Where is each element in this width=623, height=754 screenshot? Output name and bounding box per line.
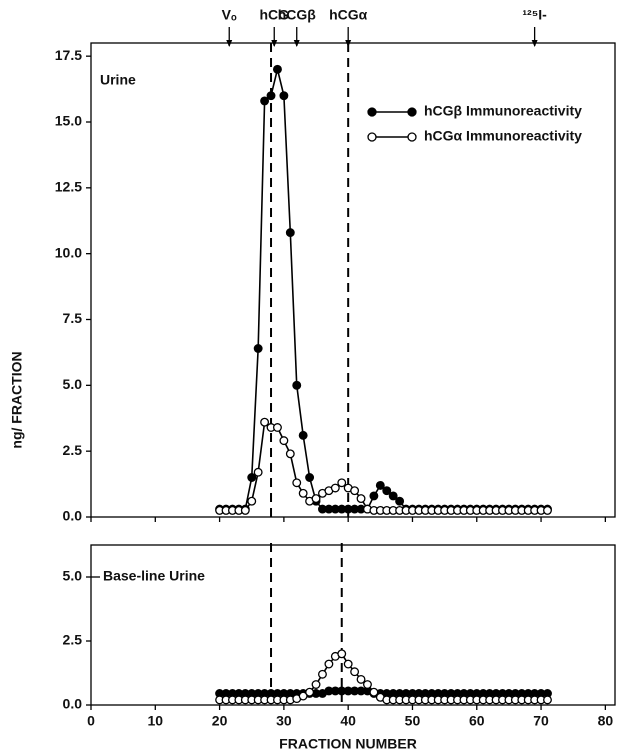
legend-label: hCGα Immunoreactivity: [424, 128, 582, 144]
data-point: [253, 467, 263, 477]
y-tick-label: 12.5: [55, 179, 82, 195]
data-point: [382, 486, 392, 496]
x-tick-label: 0: [87, 713, 95, 729]
series-line: [219, 420, 548, 512]
panel-label: Urine: [100, 72, 136, 88]
data-point: [247, 473, 257, 482]
data-point: [318, 669, 327, 679]
x-tick-label: 80: [598, 713, 614, 729]
annotation-label: hCGα: [329, 7, 368, 23]
data-point: [273, 64, 282, 74]
data-point: [260, 417, 270, 427]
data-point: [285, 228, 295, 238]
data-point: [395, 496, 405, 506]
data-point: [298, 691, 308, 701]
y-tick-label: 2.5: [63, 632, 83, 648]
x-tick-label: 30: [276, 713, 292, 729]
data-point: [260, 96, 270, 106]
legend-marker: [407, 132, 417, 142]
data-point: [543, 695, 552, 705]
plot-frame: [90, 544, 616, 706]
data-point: [285, 449, 295, 459]
y-tick-label: 0.0: [63, 508, 83, 524]
data-point: [388, 491, 398, 501]
data-point: [253, 344, 263, 353]
data-point: [343, 659, 353, 669]
data-point: [279, 91, 289, 101]
y-tick-label: 0.0: [63, 696, 83, 712]
data-point: [240, 505, 250, 515]
data-point: [363, 680, 372, 689]
data-point: [330, 483, 340, 493]
x-tick-label: 10: [148, 713, 164, 729]
data-point: [311, 680, 321, 689]
annotation-label: hCG: [259, 7, 289, 23]
data-point: [350, 486, 360, 496]
x-tick-label: 40: [340, 713, 356, 729]
data-point: [324, 659, 334, 669]
y-tick-label: 10.0: [55, 244, 82, 260]
annotation-label: hCGβ: [278, 7, 317, 23]
data-point: [350, 667, 360, 677]
data-point: [273, 423, 282, 432]
annotation-arrowhead: [226, 40, 233, 47]
annotation-label: ¹²⁵I-: [522, 7, 547, 23]
data-point: [279, 436, 289, 446]
data-point: [311, 494, 321, 504]
data-point: [369, 687, 379, 697]
x-tick-label: 60: [469, 713, 485, 729]
data-point: [356, 494, 366, 504]
plot-frame: [90, 42, 616, 518]
x-tick-label: 70: [533, 713, 549, 729]
annotation-label: Vₒ: [222, 7, 237, 23]
legend-marker: [367, 107, 377, 117]
data-point: [266, 91, 276, 101]
y-tick-label: 5.0: [63, 568, 83, 584]
annotation-arrowhead: [531, 40, 538, 47]
data-point: [292, 380, 302, 390]
data-point: [298, 430, 308, 440]
y-tick-label: 7.5: [63, 310, 83, 326]
data-point: [305, 687, 315, 697]
data-point: [543, 505, 552, 515]
data-point: [247, 496, 257, 506]
data-point: [375, 480, 385, 490]
y-axis-label: ng/ FRACTION: [9, 351, 25, 448]
data-point: [337, 478, 347, 488]
data-point: [369, 491, 379, 501]
y-tick-label: 5.0: [63, 376, 83, 392]
annotation-arrowhead: [345, 40, 352, 47]
x-tick-label: 20: [212, 713, 228, 729]
legend-marker: [407, 107, 417, 117]
y-tick-label: 15.0: [55, 113, 82, 129]
data-point: [305, 473, 315, 482]
legend-marker: [367, 132, 377, 142]
y-tick-label: 2.5: [63, 442, 83, 458]
data-point: [356, 674, 366, 684]
data-point: [292, 478, 302, 488]
panel-label: Base-line Urine: [103, 568, 205, 584]
data-point: [298, 488, 308, 498]
data-point: [337, 649, 347, 659]
x-tick-label: 50: [405, 713, 421, 729]
y-tick-label: 17.5: [55, 47, 82, 63]
annotation-arrowhead: [293, 40, 300, 47]
annotation-arrowhead: [271, 40, 278, 47]
legend-label: hCGβ Immunoreactivity: [424, 103, 582, 119]
x-axis-label: FRACTION NUMBER: [279, 736, 417, 752]
